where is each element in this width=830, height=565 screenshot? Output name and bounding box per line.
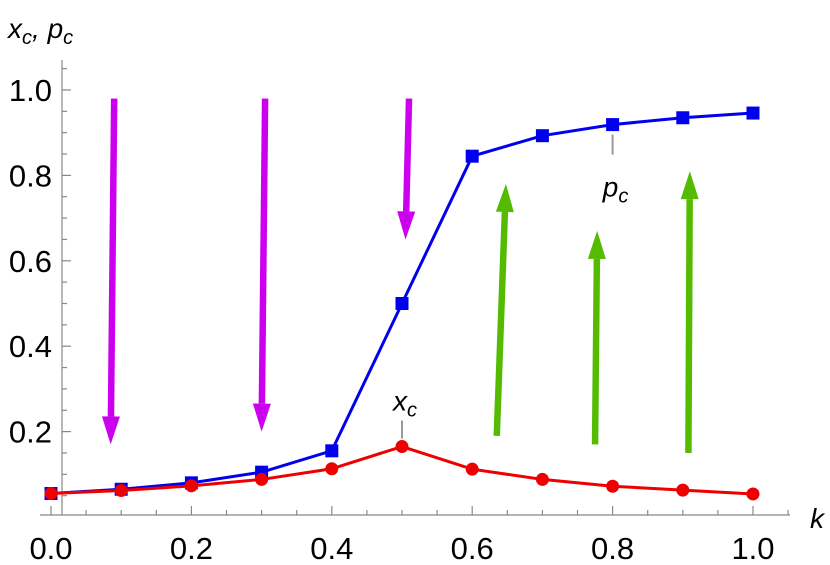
data-point (535, 129, 549, 143)
y-axis-title: xc, pc (6, 13, 73, 49)
data-point (746, 106, 760, 120)
x-tick-label: 0.8 (591, 531, 634, 565)
arrow-shaft (107, 98, 118, 417)
subscript: c (63, 27, 73, 49)
data-point (184, 479, 198, 493)
data-point (325, 444, 339, 458)
axes (40, 60, 790, 516)
data-point (606, 479, 620, 493)
arrow-shaft (685, 199, 693, 453)
series-circles (44, 440, 760, 501)
y-tick-label: 0.4 (9, 329, 52, 364)
data-point (746, 487, 760, 501)
subscript: c (618, 186, 628, 208)
data-point (535, 472, 549, 486)
arrow-shaft (258, 98, 269, 404)
arrow-head (101, 416, 120, 445)
data-point (676, 483, 690, 497)
label-part: p (602, 172, 619, 203)
x-tick-label: 0.6 (451, 531, 494, 565)
x-axis-title: k (810, 503, 826, 534)
annotation-label: xc (391, 386, 417, 422)
arrow-head (680, 171, 699, 200)
x-tick-label: 0.2 (170, 531, 213, 565)
series-layer (44, 106, 760, 501)
x-tick-label: 0.0 (29, 531, 72, 565)
arrow-layer (101, 98, 699, 453)
label-part: , (32, 13, 48, 44)
y-tick-label: 0.6 (9, 244, 52, 279)
data-point (255, 472, 269, 486)
data-point (465, 462, 479, 476)
arrow-head (587, 230, 606, 259)
arrow-shaft (402, 98, 413, 212)
y-tick-label: 0.2 (9, 415, 52, 450)
label-part: x (6, 13, 23, 44)
data-point (606, 118, 620, 132)
subscript: c (22, 27, 32, 49)
arrow-head (495, 183, 514, 213)
arrow-head (397, 211, 416, 240)
label-layer: 0.0 0.2 0.4 0.6 0.8 1.00.20.40.60.81.0xc, pck (6, 13, 826, 565)
data-point (114, 484, 128, 498)
label-part: x (391, 386, 408, 417)
data-point (395, 440, 409, 454)
x-tick-label: 1.0 (731, 531, 774, 565)
data-point (465, 149, 479, 163)
data-point (676, 111, 690, 125)
annotation-label: pc (602, 172, 629, 208)
arrow-shaft (591, 258, 601, 445)
arrow-shaft (493, 211, 509, 436)
data-point (325, 462, 339, 476)
subscript: c (407, 400, 417, 422)
label-part: p (47, 13, 64, 44)
data-point (44, 487, 58, 501)
y-tick-label: 0.8 (9, 158, 52, 193)
y-tick-label: 1.0 (9, 73, 52, 108)
arrow-head (252, 403, 271, 432)
x-tick-label: 0.4 (310, 531, 353, 565)
series-line (50, 444, 754, 496)
data-point (395, 297, 409, 310)
